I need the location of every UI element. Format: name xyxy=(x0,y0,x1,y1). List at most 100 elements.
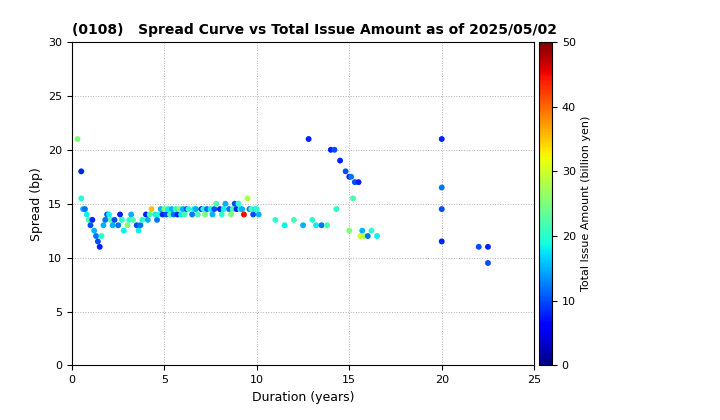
Point xyxy=(163,206,174,213)
Point xyxy=(92,238,104,245)
Point xyxy=(249,206,261,213)
Point xyxy=(171,211,183,218)
Point xyxy=(132,227,144,234)
Point xyxy=(242,195,253,202)
Point xyxy=(109,217,120,223)
Point xyxy=(235,206,246,213)
Point xyxy=(436,184,448,191)
Point xyxy=(353,179,364,186)
Point xyxy=(436,136,448,142)
Point xyxy=(359,233,370,239)
Point xyxy=(105,217,117,223)
Point xyxy=(107,222,118,228)
Point xyxy=(145,206,157,213)
Point xyxy=(72,136,84,142)
Point xyxy=(316,222,328,228)
Point xyxy=(196,206,207,213)
Point xyxy=(243,206,255,213)
Point xyxy=(329,147,341,153)
Point xyxy=(216,211,228,218)
Point xyxy=(436,206,448,213)
Point xyxy=(473,244,485,250)
Point xyxy=(137,217,148,223)
Point xyxy=(188,206,199,213)
Point xyxy=(135,222,146,228)
Point xyxy=(76,195,87,202)
Point xyxy=(366,227,377,234)
Point xyxy=(349,179,361,186)
Point xyxy=(150,211,161,218)
Point xyxy=(362,233,374,239)
Point xyxy=(231,206,243,213)
Text: (0108)   Spread Curve vs Total Issue Amount as of 2025/05/02: (0108) Spread Curve vs Total Issue Amoun… xyxy=(72,23,557,37)
Point xyxy=(201,206,212,213)
Point xyxy=(140,211,152,218)
Point xyxy=(355,233,366,239)
Point xyxy=(214,206,225,213)
Y-axis label: Spread (bp): Spread (bp) xyxy=(30,167,42,241)
Point xyxy=(164,211,176,218)
Point xyxy=(356,227,368,234)
Point xyxy=(197,206,209,213)
Point xyxy=(334,157,346,164)
Point xyxy=(151,217,163,223)
Point xyxy=(227,206,238,213)
Point xyxy=(233,200,244,207)
Point xyxy=(153,211,165,218)
Point xyxy=(158,206,170,213)
Point xyxy=(225,211,237,218)
Point xyxy=(205,206,217,213)
Point xyxy=(310,222,322,228)
Point xyxy=(192,211,204,218)
Point xyxy=(76,168,87,175)
Point xyxy=(142,217,153,223)
Point xyxy=(330,206,342,213)
Point xyxy=(181,206,192,213)
Point xyxy=(90,233,102,239)
Point xyxy=(482,244,494,250)
Point xyxy=(347,195,359,202)
Point xyxy=(253,211,264,218)
Point xyxy=(190,206,202,213)
Point xyxy=(124,217,135,223)
Point xyxy=(89,227,100,234)
Point xyxy=(161,211,172,218)
Point xyxy=(229,200,240,207)
Point xyxy=(98,222,109,228)
Point xyxy=(346,173,357,180)
Point xyxy=(155,206,166,213)
Point xyxy=(297,222,309,228)
Point xyxy=(116,217,127,223)
Point xyxy=(248,211,259,218)
Point xyxy=(279,222,290,228)
Point xyxy=(125,211,137,218)
Point xyxy=(177,206,189,213)
Point xyxy=(321,222,333,228)
Point xyxy=(174,206,185,213)
Point xyxy=(96,233,107,239)
Point xyxy=(122,222,133,228)
Point xyxy=(207,211,218,218)
Point xyxy=(94,244,106,250)
Point xyxy=(114,211,126,218)
Point xyxy=(288,217,300,223)
Point xyxy=(118,227,130,234)
Point xyxy=(236,206,248,213)
Point xyxy=(102,211,113,218)
Point xyxy=(157,211,168,218)
Point xyxy=(86,217,98,223)
Point xyxy=(325,147,336,153)
Point xyxy=(103,211,114,218)
Point xyxy=(220,200,231,207)
Point xyxy=(218,206,230,213)
Point xyxy=(127,217,139,223)
Point xyxy=(303,136,315,142)
Point xyxy=(179,211,191,218)
Point xyxy=(83,217,94,223)
Point xyxy=(269,217,281,223)
Point xyxy=(238,211,250,218)
Point xyxy=(186,211,198,218)
Point xyxy=(307,217,318,223)
Point xyxy=(170,206,181,213)
Point xyxy=(168,211,179,218)
